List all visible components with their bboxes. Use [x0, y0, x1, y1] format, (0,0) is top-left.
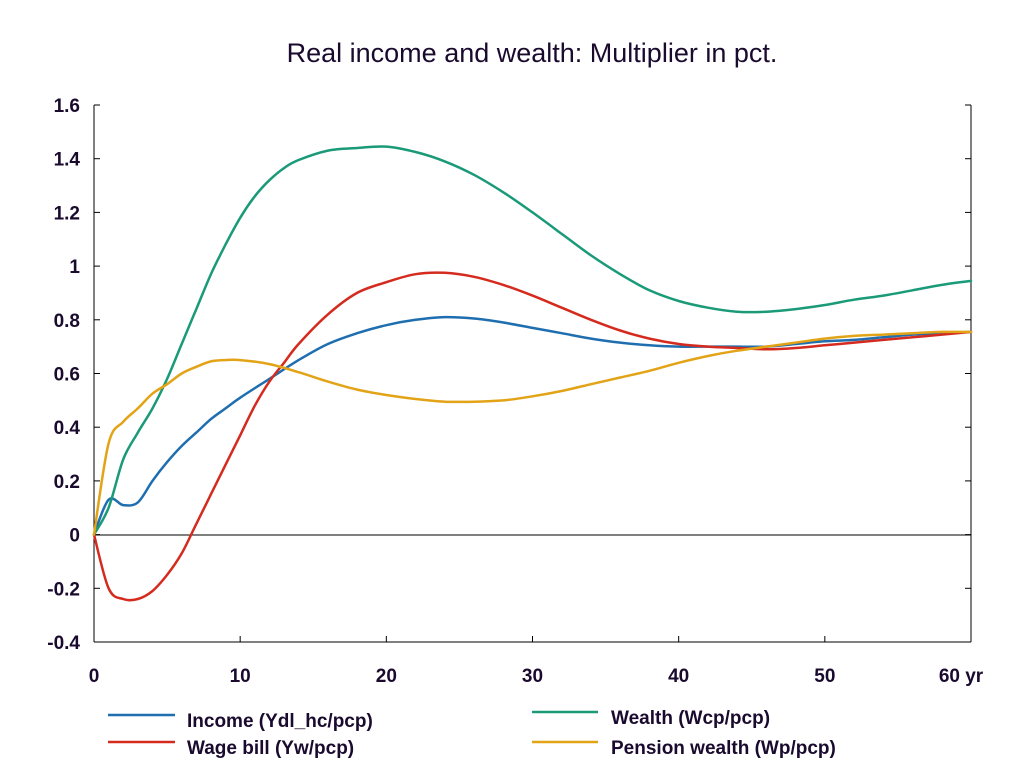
- x-tick-label: 10: [230, 666, 251, 687]
- legend: Income (Ydl_hc/pcp) Wealth (Wcp/pcp) Wage …: [108, 708, 836, 759]
- y-tick-label: 0.6: [54, 365, 80, 386]
- y-tick-label: 1: [69, 257, 80, 278]
- x-tick-label: 0: [89, 666, 100, 687]
- legend-label-income: Income (Ydl_hc/pcp): [187, 711, 373, 732]
- series-line-income: [92, 315, 973, 536]
- y-tick-label: 0.8: [54, 311, 80, 332]
- y-tick-label: 0.4: [54, 418, 81, 439]
- y-tick-label: 1.4: [54, 150, 81, 171]
- x-tick-label: 40: [668, 666, 689, 687]
- y-tick-label: -0.4: [47, 633, 80, 654]
- y-tick-label: 0.2: [54, 472, 80, 493]
- y-tick-label: 1.6: [54, 96, 80, 117]
- y-tick-label: 0: [69, 526, 80, 547]
- x-tick-label: 50: [814, 666, 835, 687]
- legend-label-wage-bill: Wage bill (Yw/pcp): [187, 738, 354, 759]
- series-line-wealth: [92, 145, 973, 536]
- x-tick-label: 30: [522, 666, 543, 687]
- y-tick-label: -0.2: [47, 579, 80, 600]
- x-axis: 0 10 20 30 40 50 60 yr: [89, 636, 984, 687]
- y-axis-right: [965, 104, 971, 643]
- series-lines: [92, 145, 973, 602]
- x-tick-label: 20: [376, 666, 397, 687]
- chart-title: Real income and wealth: Multiplier in pc…: [287, 38, 778, 68]
- y-axis-left: -0.4 -0.2 0 0.2 0.4 0.6 0.8 1 1.2 1.4 1.6: [47, 96, 100, 654]
- x-tick-label: 60 yr: [939, 666, 984, 687]
- series-line-wage-bill: [92, 271, 973, 602]
- legend-label-pension-wealth: Pension wealth (Wp/pcp): [611, 738, 836, 759]
- legend-label-wealth: Wealth (Wcp/pcp): [611, 708, 770, 729]
- y-tick-label: 1.2: [54, 203, 80, 224]
- series-line-pension-wealth: [92, 330, 973, 536]
